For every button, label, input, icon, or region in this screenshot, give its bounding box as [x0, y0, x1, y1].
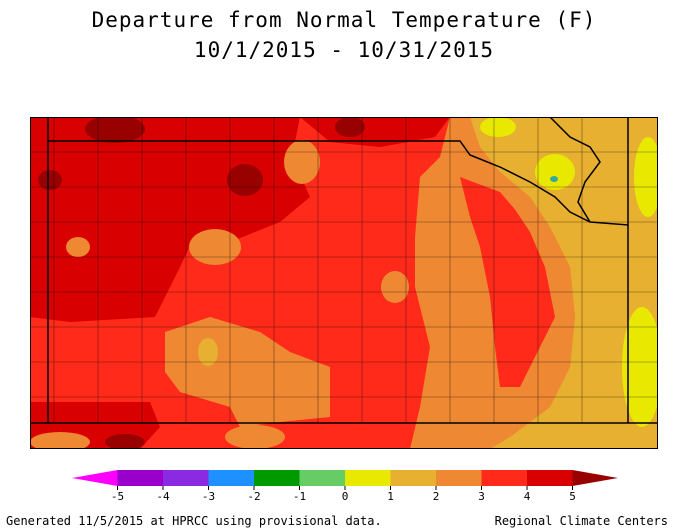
region-1-2-east [470, 117, 658, 449]
county-lines [30, 117, 658, 423]
legend-tick-label: 4 [524, 490, 531, 503]
region-2-3-d [381, 271, 409, 303]
region-lt1-east [634, 137, 658, 217]
legend-tick-label: 2 [433, 490, 440, 503]
color-legend: -5 -4 -3 -2 -1 0 1 2 3 4 5 [72, 470, 618, 503]
legend-tick-label: 1 [387, 490, 394, 503]
region-2-3-f [225, 425, 285, 449]
legend-swatch [299, 470, 345, 486]
legend-swatch [527, 470, 573, 486]
region-gt5-c [38, 170, 62, 190]
legend-swatch [390, 470, 436, 486]
legend-tick-label: 3 [478, 490, 485, 503]
legend-ticks: -5 -4 -3 -2 -1 0 1 2 3 4 5 [111, 486, 576, 503]
legend-tick-label: -3 [202, 490, 215, 503]
legend-swatch [117, 470, 163, 486]
region-gt5-b [227, 164, 263, 196]
generated-note: Generated 11/5/2015 at HPRCC using provi… [6, 514, 382, 528]
map-date-range: 10/1/2015 - 10/31/2015 [193, 38, 495, 62]
map-frame [30, 117, 658, 449]
region-2-3-band [475, 147, 575, 449]
region-2-3-e [30, 432, 90, 449]
region-gt5-a [85, 117, 145, 143]
region-lt1-center [535, 154, 575, 190]
legend-tick-label: -1 [293, 490, 306, 503]
temperature-departure-map [30, 117, 658, 449]
legend-tick-label: -2 [247, 490, 260, 503]
legend-swatch [254, 470, 300, 486]
credit: Regional Climate Centers [494, 514, 668, 528]
legend-tick-label: -5 [111, 490, 124, 503]
legend-swatch [572, 470, 618, 486]
region-neg-spot [550, 176, 558, 182]
region-2-3-b [189, 229, 241, 265]
legend-tick-label: 5 [569, 490, 576, 503]
region-lt1-north [480, 117, 516, 137]
state-borders [30, 117, 658, 424]
legend-swatch [345, 470, 391, 486]
legend-swatch [72, 470, 118, 486]
legend-bar [72, 470, 618, 486]
legend-swatch [208, 470, 254, 486]
legend-tick-label: -4 [156, 490, 170, 503]
region-2-3-c [66, 237, 90, 257]
region-gt5-e [105, 434, 145, 449]
legend-tick-label: 0 [342, 490, 349, 503]
region-3-4-east [460, 177, 560, 387]
legend-swatch [163, 470, 209, 486]
region-2-3-a [284, 140, 320, 184]
region-gt5-d [335, 117, 365, 137]
map-title: Departure from Normal Temperature (F) [91, 8, 597, 32]
legend-swatch [436, 470, 482, 486]
legend-swatch [481, 470, 527, 486]
region-1-2-south [198, 338, 218, 366]
